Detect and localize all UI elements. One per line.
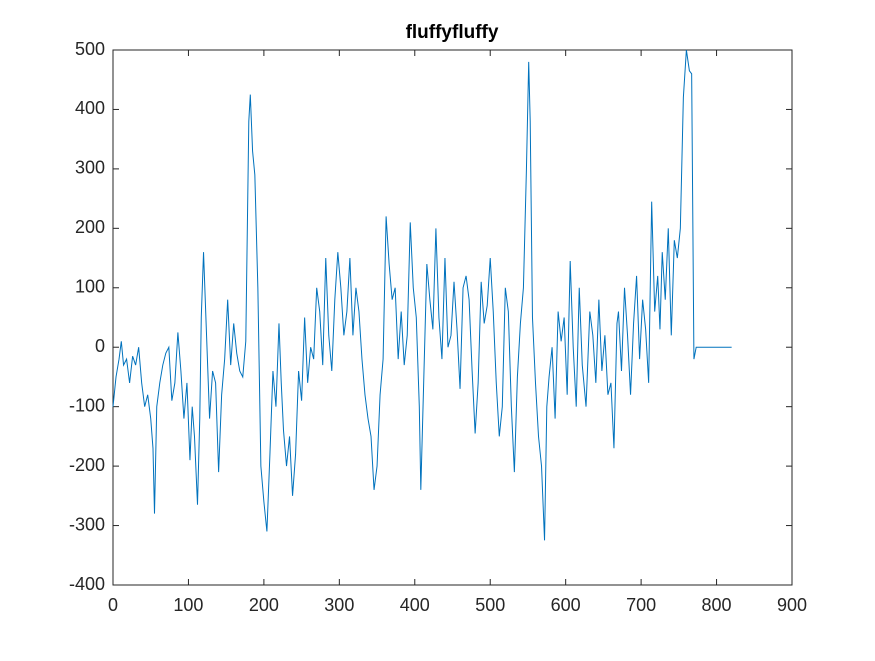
x-tick-label: 900 (777, 595, 807, 615)
x-tick-label: 100 (173, 595, 203, 615)
y-tick-label: -200 (69, 455, 105, 475)
x-tick-label: 0 (108, 595, 118, 615)
x-tick-label: 700 (626, 595, 656, 615)
y-tick-label: 500 (75, 39, 105, 59)
y-tick-label: -100 (69, 395, 105, 415)
y-tick-label: -300 (69, 514, 105, 534)
y-tick-label: 0 (95, 336, 105, 356)
x-tick-label: 300 (324, 595, 354, 615)
x-tick-label: 800 (702, 595, 732, 615)
y-tick-label: 100 (75, 277, 105, 297)
y-tick-label: -400 (69, 574, 105, 594)
y-tick-label: 400 (75, 98, 105, 118)
y-tick-label: 200 (75, 217, 105, 237)
x-tick-label: 200 (249, 595, 279, 615)
chart-title: fluffyfluffy (406, 22, 499, 43)
x-tick-label: 400 (400, 595, 430, 615)
y-tick-label: 300 (75, 158, 105, 178)
x-tick-label: 500 (475, 595, 505, 615)
x-tick-label: 600 (551, 595, 581, 615)
data-line (112, 49, 732, 541)
plot-area (112, 49, 793, 586)
